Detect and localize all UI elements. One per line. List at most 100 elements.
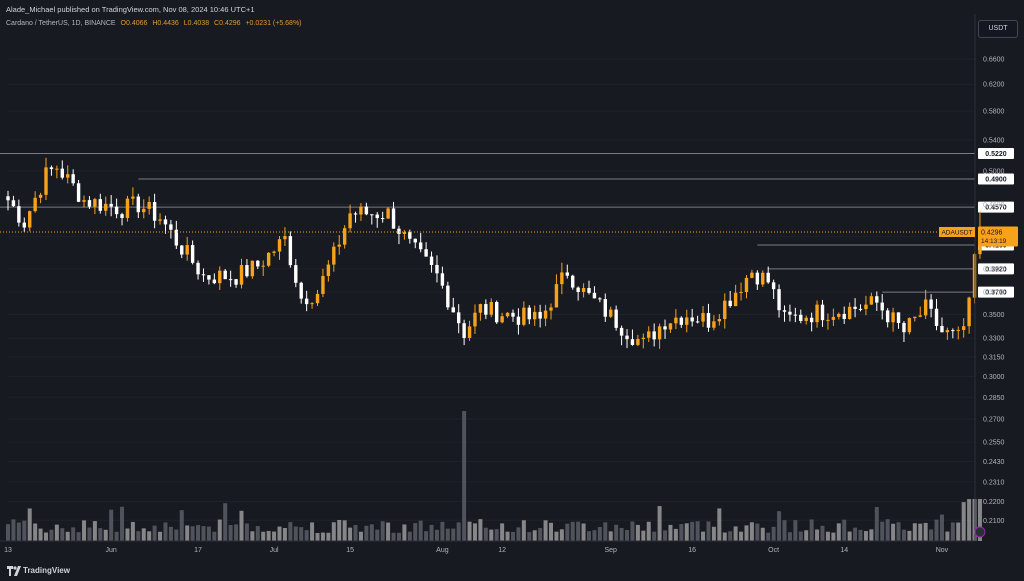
candle-body[interactable] [516,316,521,325]
candle-body[interactable] [71,174,75,184]
candle-body[interactable] [277,239,282,252]
candle-body[interactable] [299,282,303,299]
candle-body[interactable] [826,319,830,321]
candle-body[interactable] [967,297,971,327]
candle-body[interactable] [364,206,369,215]
candle-body[interactable] [386,208,390,219]
candle-body[interactable] [728,300,732,307]
candle-body[interactable] [679,317,684,325]
candle-body[interactable] [104,203,108,211]
candle-body[interactable] [424,249,428,257]
candle-body[interactable] [207,275,211,280]
candle-body[interactable] [831,316,836,320]
candle-body[interactable] [581,287,586,292]
candle-body[interactable] [76,183,81,202]
candle-body[interactable] [185,245,189,255]
candle-body[interactable] [294,265,298,283]
candle-body[interactable] [777,289,781,311]
candle-body[interactable] [837,313,841,317]
candle-body[interactable] [391,208,396,229]
candle-body[interactable] [695,321,700,323]
candle-body[interactable] [239,265,244,285]
candle-body[interactable] [201,274,206,276]
candle-body[interactable] [636,339,640,345]
candle-body[interactable] [49,167,54,170]
candle-body[interactable] [152,201,157,221]
candle-body[interactable] [750,272,754,278]
candlesticks[interactable] [6,157,982,349]
candle-body[interactable] [158,219,162,221]
candle-body[interactable] [739,292,743,294]
candle-body[interactable] [945,330,950,333]
candle-body[interactable] [956,329,960,331]
lightning-icon[interactable] [974,526,986,538]
candle-body[interactable] [310,303,314,305]
candle-body[interactable] [614,309,618,328]
candle-body[interactable] [820,304,825,321]
candle-body[interactable] [163,219,168,225]
candle-body[interactable] [592,292,597,299]
price-axis[interactable]: 0.6600 0.6200 0.5800 0.5400 0.5000 0.4600 0.42… [974,14,1005,541]
candle-body[interactable] [652,331,656,340]
candle-body[interactable] [755,272,760,285]
candle-body[interactable] [549,307,553,311]
candle-body[interactable] [815,304,819,323]
candle-body[interactable] [6,196,10,201]
candle-body[interactable] [228,279,233,281]
candle-body[interactable] [489,302,493,315]
candle-body[interactable] [630,339,635,345]
candle-body[interactable] [332,246,336,265]
candle-body[interactable] [256,260,260,267]
candle-body[interactable] [456,312,461,324]
currency-selector-button[interactable]: USDT [978,20,1018,38]
candle-body[interactable] [413,238,417,243]
candle-body[interactable] [234,279,238,285]
candle-body[interactable] [44,167,48,195]
candle-body[interactable] [951,330,955,332]
candle-body[interactable] [218,270,222,284]
candle-body[interactable] [891,312,895,323]
candle-body[interactable] [934,308,939,326]
candle-body[interactable] [28,211,32,228]
candle-body[interactable] [429,256,434,265]
candle-body[interactable] [565,272,569,276]
candle-body[interactable] [641,337,646,340]
candle-body[interactable] [408,232,412,239]
candle-body[interactable] [706,313,711,328]
candle-body[interactable] [66,174,70,178]
candle-body[interactable] [261,265,265,267]
candle-body[interactable] [522,307,526,325]
candle-body[interactable] [60,168,64,178]
candle-body[interactable] [500,316,504,323]
candle-body[interactable] [98,199,103,211]
candle-body[interactable] [342,228,347,245]
candle-body[interactable] [473,312,477,327]
candle-body[interactable] [446,285,450,308]
candle-body[interactable] [885,310,890,323]
candle-body[interactable] [847,306,852,319]
candle-body[interactable] [533,311,537,320]
candle-body[interactable] [402,232,407,234]
candle-body[interactable] [11,200,16,207]
candle-body[interactable] [418,242,423,250]
candle-body[interactable] [370,214,374,216]
candle-body[interactable] [913,316,917,319]
candle-body[interactable] [196,262,200,275]
candle-body[interactable] [554,284,559,308]
candle-body[interactable] [647,331,651,338]
candle-body[interactable] [212,279,217,284]
candle-body[interactable] [799,314,803,321]
candle-body[interactable] [663,326,667,330]
candle-body[interactable] [733,292,738,307]
candle-body[interactable] [782,310,787,312]
time-axis[interactable]: 13Jun17Jul15Aug12Sep16Oct14Nov18 [0,540,1024,554]
candle-body[interactable] [93,199,97,207]
candle-body[interactable] [875,296,879,303]
candle-body[interactable] [180,245,184,255]
candle-body[interactable] [902,322,906,333]
candle-body[interactable] [918,315,922,317]
candle-body[interactable] [33,197,37,212]
candle-body[interactable] [896,312,901,323]
candle-body[interactable] [380,218,385,220]
